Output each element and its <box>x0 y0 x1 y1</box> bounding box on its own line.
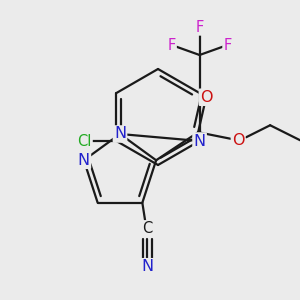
Text: O: O <box>232 133 244 148</box>
Text: N: N <box>141 259 153 274</box>
Text: N: N <box>78 153 90 168</box>
Text: C: C <box>142 221 152 236</box>
Text: N: N <box>194 134 206 148</box>
Text: N: N <box>114 127 126 142</box>
Text: O: O <box>200 90 212 105</box>
Text: F: F <box>167 38 176 52</box>
Text: F: F <box>224 38 232 52</box>
Text: Cl: Cl <box>77 134 92 148</box>
Text: F: F <box>195 20 204 34</box>
